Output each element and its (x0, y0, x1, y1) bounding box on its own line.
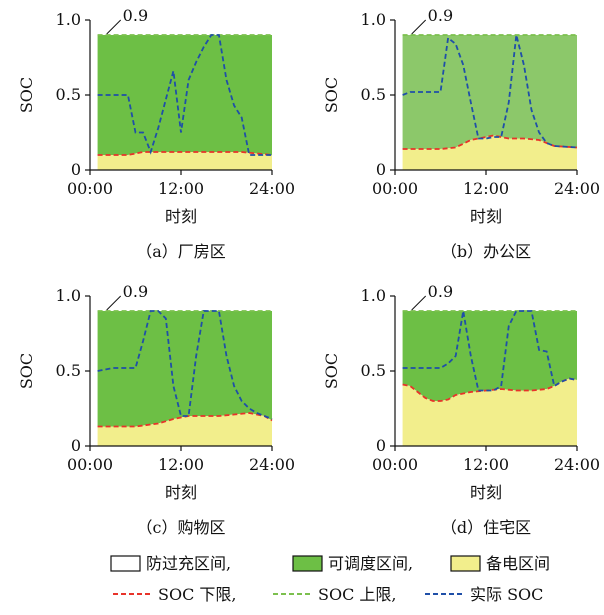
annotation-leader (411, 19, 427, 35)
dispatchable-area (97, 35, 272, 155)
x-tick-label: 00:00 (372, 179, 418, 198)
y-tick-label: 1.0 (361, 10, 386, 29)
legend-swatch-green (292, 555, 323, 572)
legend-label: SOC 上限, (318, 585, 397, 604)
backup-area (97, 413, 272, 446)
panel-caption: （a）厂房区 (136, 242, 226, 261)
y-tick-label: 1.0 (56, 286, 81, 305)
y-tick-label: 1.0 (56, 10, 81, 29)
dispatchable-area (97, 311, 272, 427)
y-tick-label: 0 (71, 160, 81, 179)
annotation-leader (106, 295, 122, 311)
y-tick-label: 0.5 (361, 85, 386, 104)
actual-soc-line (402, 34, 578, 149)
legend-label: SOC 下限, (158, 585, 237, 604)
actual-soc-line (97, 310, 273, 420)
y-axis-title: SOC (322, 353, 341, 389)
y-tick-label: 1.0 (361, 286, 386, 305)
y-tick-label: 0 (376, 436, 386, 455)
chart-panel-3: 0 0.5 1.0 00:00 12:00 24:00 SOC 时刻 （c）购物区 0.9 (17, 282, 295, 537)
x-tick-label: 24:00 (554, 179, 600, 198)
x-tick-label: 12:00 (463, 179, 509, 198)
panel-caption: （c）购物区 (137, 518, 226, 537)
y-tick-label: 0 (71, 436, 81, 455)
x-tick-label: 00:00 (372, 455, 418, 474)
x-axis-title: 时刻 (470, 483, 502, 502)
dispatchable-area (402, 311, 577, 401)
x-tick-label: 12:00 (158, 179, 204, 198)
chart-panel-2: 0 0.5 1.0 00:00 12:00 24:00 SOC 时刻 （b）办公区 0.9 (322, 6, 600, 261)
legend-label: 可调度区间, (328, 554, 413, 573)
annotation-label: 0.9 (123, 6, 148, 25)
legend-label: 实际 SOC (470, 585, 543, 604)
x-tick-label: 24:00 (249, 179, 295, 198)
chart-panel-1: 0 0.5 1.0 00:00 12:00 24:00 SOC 时刻 （a）厂房区 0.9 (17, 6, 295, 261)
x-axis-title: 时刻 (165, 207, 197, 226)
chart-panel-4: 0 0.5 1.0 00:00 12:00 24:00 SOC 时刻 （d）住宅区 0.9 (322, 282, 600, 537)
soc-lower-limit-line (97, 151, 273, 156)
annotation-label: 0.9 (123, 282, 148, 301)
x-axis-title: 时刻 (165, 483, 197, 502)
annotation-leader (411, 295, 427, 311)
panel-caption: （b）办公区 (441, 242, 531, 261)
y-tick-label: 0.5 (361, 361, 386, 380)
x-axis-title: 时刻 (470, 207, 502, 226)
x-tick-label: 24:00 (249, 455, 295, 474)
x-tick-label: 12:00 (158, 455, 204, 474)
legend-swatch-yellow (450, 555, 481, 572)
actual-soc-line (402, 310, 578, 392)
annotation-label: 0.9 (428, 6, 453, 25)
y-axis-title: SOC (17, 353, 36, 389)
dispatchable-area (402, 35, 577, 149)
x-tick-label: 12:00 (463, 455, 509, 474)
x-tick-label: 24:00 (554, 455, 600, 474)
backup-area (402, 135, 577, 170)
y-tick-label: 0.5 (56, 361, 81, 380)
x-tick-label: 00:00 (67, 179, 113, 198)
legend-label: 备电区间 (486, 554, 550, 573)
annotation-label: 0.9 (428, 282, 453, 301)
actual-soc-line (97, 34, 272, 156)
annotation-leader (106, 19, 122, 35)
y-axis-title: SOC (17, 77, 36, 113)
legend-label: 防过充区间, (146, 554, 231, 573)
x-tick-label: 00:00 (67, 455, 113, 474)
soc-lower-limit-line (402, 134, 578, 150)
y-axis-title: SOC (322, 77, 341, 113)
panel-caption: （d）住宅区 (441, 518, 531, 537)
backup-area (97, 152, 272, 170)
y-tick-label: 0 (376, 160, 386, 179)
legend: 防过充区间, 可调度区间, 备电区间 SOC 下限, SOC 上限, 实际 SOC (110, 554, 550, 604)
y-tick-label: 0.5 (56, 85, 81, 104)
soc-lower-limit-line (97, 412, 273, 428)
legend-swatch-none (110, 555, 141, 572)
backup-area (402, 378, 577, 446)
